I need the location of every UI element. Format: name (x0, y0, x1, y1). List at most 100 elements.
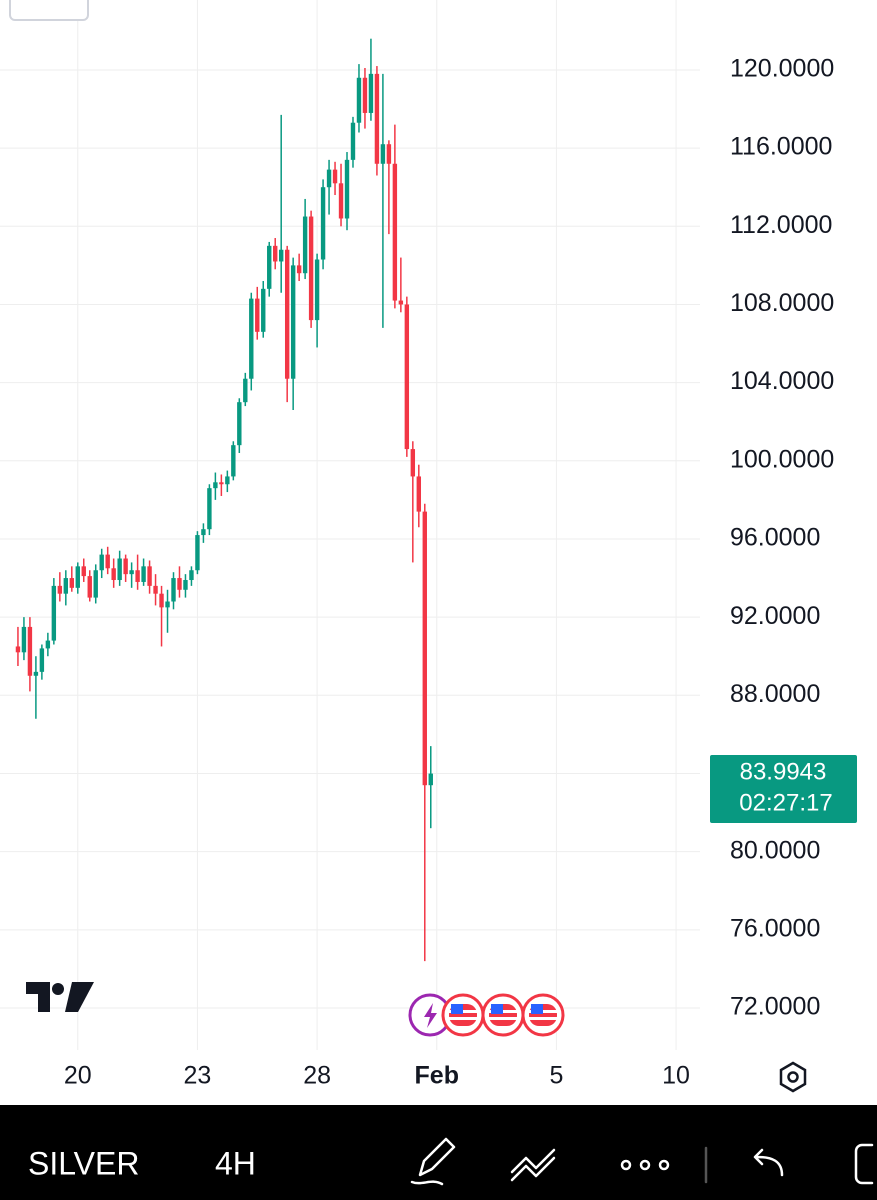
candle-body (147, 566, 152, 586)
more-icon[interactable] (854, 1143, 874, 1185)
candle-body (344, 159, 350, 219)
y-tick-label: 92.0000 (730, 602, 820, 630)
symbol[interactable]: SILVER (28, 1145, 139, 1181)
candle-body (51, 585, 57, 641)
candle-body (27, 626, 33, 676)
countdown: 02:27:17 (739, 789, 832, 816)
settings-icon-center (787, 1071, 799, 1083)
candle-body (129, 570, 134, 575)
candle-body (99, 554, 104, 571)
candle-body (33, 671, 39, 676)
candle-body (15, 646, 21, 653)
candle-body (338, 183, 344, 219)
candle-body (302, 216, 308, 274)
candle-body (171, 578, 176, 602)
candle-body (63, 578, 69, 594)
candle-body (356, 77, 362, 123)
candle-body (135, 570, 140, 582)
candle-body (368, 73, 374, 113)
candle-body (404, 304, 410, 450)
candle-body (165, 601, 170, 608)
candle-body (45, 640, 51, 649)
candle-body (320, 187, 326, 260)
candle-body (243, 378, 248, 403)
menu-icon[interactable] (620, 1159, 670, 1171)
candle-body (362, 77, 368, 113)
x-tick-label: 28 (303, 1062, 331, 1090)
candle-body (374, 73, 380, 164)
y-tick-label: 116.0000 (730, 133, 832, 161)
candle-body (141, 566, 146, 582)
candle-body (21, 626, 27, 653)
y-tick-label: 112.0000 (730, 211, 832, 239)
candle-body (177, 578, 182, 590)
candle-body (39, 648, 45, 672)
candle-body (105, 554, 110, 569)
y-tick-label: 72.0000 (730, 993, 820, 1021)
top-button[interactable] (9, 0, 89, 21)
candle-body (422, 511, 427, 786)
candle-body (380, 144, 386, 164)
candle-body (81, 566, 86, 577)
x-tick-label: Feb (415, 1062, 459, 1090)
candle-body (225, 476, 230, 485)
candle-body (296, 265, 302, 274)
x-tick-label: 10 (662, 1062, 690, 1090)
candle-body (308, 216, 314, 321)
candle-body (273, 245, 278, 262)
candle-body (87, 576, 92, 598)
y-tick-label: 104.0000 (730, 367, 834, 395)
candles (15, 38, 433, 962)
undo-icon[interactable] (753, 1148, 784, 1177)
candle-body (93, 570, 98, 598)
candle-body (195, 535, 200, 571)
candle-body (153, 585, 158, 594)
y-tick-label: 120.0000 (730, 55, 834, 83)
candle-body (231, 445, 236, 477)
candle-body (284, 249, 290, 379)
toolbar (0, 1105, 877, 1200)
candle-body (428, 773, 433, 786)
last-price: 83.9943 (740, 758, 827, 785)
candle-body (219, 482, 224, 485)
candle-body (183, 580, 188, 590)
y-tick-label: 100.0000 (730, 445, 834, 473)
candle-body (261, 288, 266, 332)
candle-body (267, 245, 272, 289)
candle-body (207, 488, 212, 530)
candle-body (290, 265, 296, 379)
grid (0, 0, 700, 1050)
candle-body (350, 122, 356, 160)
event-icons[interactable] (408, 993, 565, 1037)
candle-body (410, 449, 416, 477)
indicators-icon[interactable] (510, 1148, 556, 1182)
interval[interactable]: 4H (215, 1145, 256, 1181)
candle-body (255, 298, 260, 332)
candle-body (213, 482, 218, 489)
settings-icon[interactable] (779, 1061, 807, 1093)
x-tick-label: 5 (549, 1062, 563, 1090)
candle-body (398, 300, 404, 305)
candle-body (332, 169, 338, 184)
candle-body (386, 144, 392, 164)
candle-body (326, 169, 332, 188)
candle-body (278, 249, 284, 262)
last-price-box (710, 755, 857, 823)
candle-body (314, 259, 320, 321)
candle-body (416, 476, 422, 512)
candle-body (159, 593, 164, 608)
candle-body (123, 558, 128, 575)
draw-icon[interactable] (410, 1137, 456, 1186)
candle-body (249, 298, 254, 379)
candle-body (392, 163, 398, 301)
candle-body (111, 568, 116, 581)
y-tick-label: 108.0000 (730, 289, 834, 317)
candle-body (189, 570, 194, 581)
candle-body (75, 566, 80, 588)
y-tick-label: 76.0000 (730, 914, 820, 942)
candle-body (69, 578, 74, 588)
y-tick-label: 80.0000 (730, 836, 820, 864)
x-tick-label: 20 (64, 1062, 92, 1090)
y-tick-label: 96.0000 (730, 524, 820, 552)
